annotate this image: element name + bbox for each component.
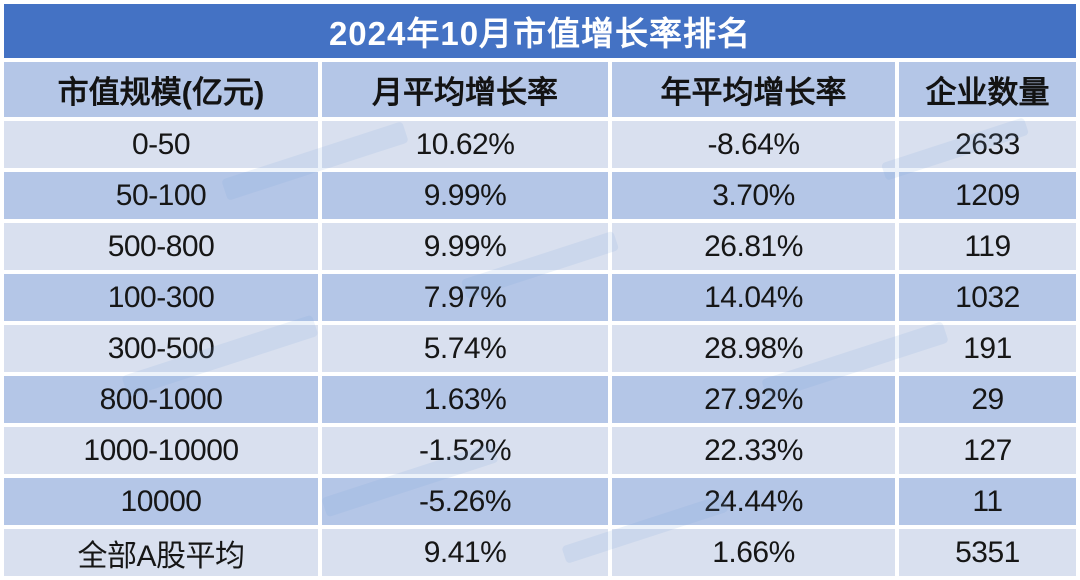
table-row: 全部A股平均 9.41% 1.66% 5351	[4, 529, 1076, 576]
cell-company-count: 119	[899, 223, 1076, 270]
table-row: 1000-10000 -1.52% 22.33% 127	[4, 427, 1076, 474]
cell-yearly-growth: 1.66%	[612, 529, 895, 576]
cell-yearly-growth: -8.64%	[612, 121, 895, 168]
cell-monthly-growth: 10.62%	[322, 121, 608, 168]
cell-company-count: 2633	[899, 121, 1076, 168]
cell-scale: 1000-10000	[4, 427, 318, 474]
cell-monthly-growth: 5.74%	[322, 325, 608, 372]
cell-yearly-growth: 27.92%	[612, 376, 895, 423]
cell-yearly-growth: 22.33%	[612, 427, 895, 474]
cell-monthly-growth: 7.97%	[322, 274, 608, 321]
cell-scale: 800-1000	[4, 376, 318, 423]
cell-company-count: 11	[899, 478, 1076, 525]
table-row: 100-300 7.97% 14.04% 1032	[4, 274, 1076, 321]
table-row: 500-800 9.99% 26.81% 119	[4, 223, 1076, 270]
table-row: 0-50 10.62% -8.64% 2633	[4, 121, 1076, 168]
column-header-monthly-avg-growth: 月平均增长率	[322, 62, 608, 117]
cell-scale: 100-300	[4, 274, 318, 321]
cell-company-count: 1209	[899, 172, 1076, 219]
table-row: 10000 -5.26% 24.44% 11	[4, 478, 1076, 525]
table-title: 2024年10月市值增长率排名	[4, 4, 1076, 58]
cell-yearly-growth: 24.44%	[612, 478, 895, 525]
cell-monthly-growth: -1.52%	[322, 427, 608, 474]
cell-company-count: 1032	[899, 274, 1076, 321]
cell-scale: 300-500	[4, 325, 318, 372]
cell-scale: 50-100	[4, 172, 318, 219]
column-header-yearly-avg-growth: 年平均增长率	[612, 62, 895, 117]
table-row: 300-500 5.74% 28.98% 191	[4, 325, 1076, 372]
cell-monthly-growth: 9.99%	[322, 172, 608, 219]
cell-monthly-growth: 9.41%	[322, 529, 608, 576]
cell-monthly-growth: -5.26%	[322, 478, 608, 525]
table-title-row: 2024年10月市值增长率排名	[4, 4, 1076, 58]
table-header-row: 市值规模(亿元) 月平均增长率 年平均增长率 企业数量	[4, 62, 1076, 117]
cell-company-count: 127	[899, 427, 1076, 474]
cell-scale: 全部A股平均	[4, 529, 318, 576]
cell-scale: 10000	[4, 478, 318, 525]
cell-monthly-growth: 1.63%	[322, 376, 608, 423]
cell-scale: 0-50	[4, 121, 318, 168]
cell-scale: 500-800	[4, 223, 318, 270]
cell-yearly-growth: 28.98%	[612, 325, 895, 372]
table-row: 50-100 9.99% 3.70% 1209	[4, 172, 1076, 219]
column-header-market-cap-scale: 市值规模(亿元)	[4, 62, 318, 117]
table-row: 800-1000 1.63% 27.92% 29	[4, 376, 1076, 423]
cell-yearly-growth: 3.70%	[612, 172, 895, 219]
cell-yearly-growth: 26.81%	[612, 223, 895, 270]
cell-monthly-growth: 9.99%	[322, 223, 608, 270]
cell-company-count: 191	[899, 325, 1076, 372]
column-header-company-count: 企业数量	[899, 62, 1076, 117]
cell-company-count: 29	[899, 376, 1076, 423]
cell-yearly-growth: 14.04%	[612, 274, 895, 321]
cell-company-count: 5351	[899, 529, 1076, 576]
